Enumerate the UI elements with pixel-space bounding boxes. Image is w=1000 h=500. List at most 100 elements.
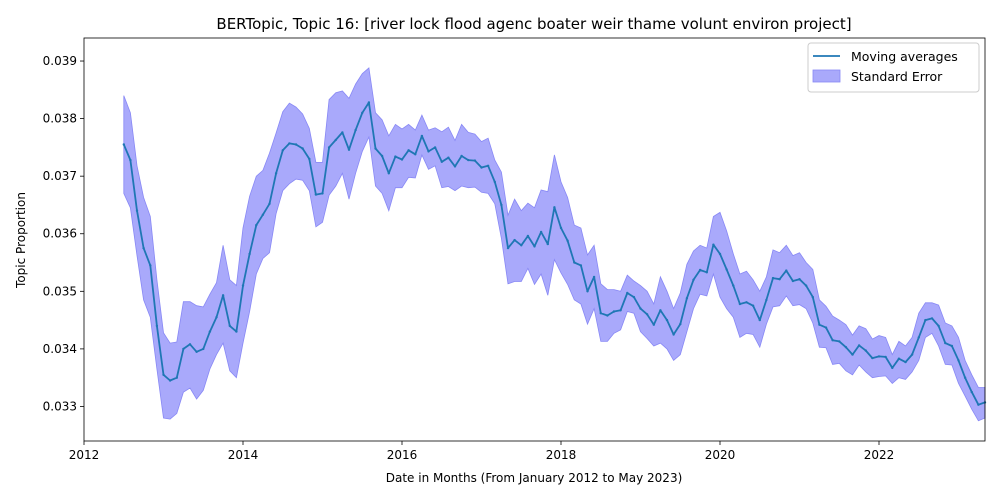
legend-band-swatch	[812, 69, 841, 83]
data-point	[818, 323, 821, 326]
data-point	[274, 172, 278, 175]
data-point	[480, 166, 483, 169]
data-point	[162, 373, 165, 376]
data-point	[944, 341, 947, 345]
data-point	[400, 158, 404, 161]
data-point	[447, 156, 450, 159]
data-point	[738, 302, 742, 306]
data-point	[182, 347, 185, 351]
data-point	[506, 246, 510, 250]
data-point	[361, 111, 364, 115]
data-point	[228, 324, 231, 328]
data-point	[864, 349, 867, 352]
data-point	[824, 326, 828, 329]
data-point	[559, 226, 563, 230]
legend-box	[807, 42, 980, 93]
data-point	[884, 355, 887, 359]
data-point	[268, 202, 271, 205]
data-point	[341, 131, 344, 134]
data-point	[857, 344, 861, 347]
data-point	[202, 347, 205, 351]
data-point	[188, 343, 192, 346]
data-point	[718, 252, 722, 256]
data-point	[566, 239, 569, 242]
standard-error-band	[123, 67, 986, 422]
data-point	[235, 330, 238, 333]
data-point	[725, 268, 728, 271]
x-tick-label: 2012	[69, 448, 100, 462]
data-point	[208, 330, 212, 333]
plot-area	[122, 67, 986, 422]
data-point	[122, 143, 126, 146]
x-axis-ticks: 2012 2014 2016 2018 2020 2022	[69, 441, 894, 462]
data-point	[155, 324, 159, 328]
data-point	[586, 290, 589, 293]
data-point	[798, 278, 801, 281]
data-point	[645, 313, 649, 316]
data-point	[553, 206, 556, 209]
data-point	[149, 264, 152, 267]
legend: Moving averages Standard Error	[807, 42, 980, 93]
data-point	[785, 269, 788, 272]
data-point	[440, 160, 443, 163]
data-point	[924, 318, 927, 322]
data-point	[500, 203, 503, 207]
data-point	[679, 322, 682, 326]
data-point	[910, 353, 914, 356]
legend-item-standard-error: Standard Error	[851, 69, 943, 84]
data-point	[308, 157, 311, 161]
data-point	[473, 159, 477, 162]
data-point	[420, 134, 424, 138]
data-point	[248, 252, 251, 256]
x-tick-label: 2020	[705, 448, 736, 462]
data-point	[599, 312, 602, 315]
x-tick-label: 2018	[546, 448, 577, 462]
data-point	[380, 154, 384, 158]
data-point	[347, 148, 351, 151]
y-tick-label: 0.036	[43, 227, 77, 241]
data-point	[546, 242, 549, 246]
data-point	[486, 164, 490, 167]
data-point	[579, 264, 583, 267]
y-axis-ticks: 0.033 0.034 0.035 0.036 0.037 0.038 0.039	[43, 54, 84, 413]
data-point	[533, 245, 536, 248]
data-point	[930, 317, 934, 320]
y-tick-label: 0.038	[43, 112, 77, 126]
data-point	[811, 295, 814, 299]
data-point	[698, 268, 702, 272]
data-point	[712, 243, 715, 246]
data-point	[771, 276, 775, 280]
data-point	[255, 223, 258, 227]
y-axis-label: Topic Proportion	[14, 192, 28, 289]
data-point	[897, 357, 901, 360]
data-point	[626, 291, 629, 295]
data-point	[963, 376, 967, 379]
data-point	[937, 324, 940, 328]
data-point	[327, 146, 331, 149]
data-point	[288, 142, 291, 145]
data-point	[334, 138, 337, 142]
data-point	[407, 149, 410, 152]
data-point	[745, 301, 748, 304]
data-point	[520, 244, 523, 247]
data-point	[427, 150, 430, 153]
data-point	[433, 146, 437, 149]
data-point	[367, 101, 371, 104]
data-points	[122, 101, 987, 406]
data-point	[129, 158, 132, 162]
data-point	[844, 346, 848, 349]
data-point	[453, 165, 457, 168]
data-point	[871, 356, 874, 360]
data-point	[606, 314, 609, 317]
data-point	[904, 360, 907, 364]
data-point	[692, 278, 695, 281]
data-point	[765, 298, 768, 302]
data-point	[394, 155, 397, 158]
data-point	[195, 350, 198, 353]
chart-title: BERTopic, Topic 16: [river lock flood ag…	[216, 15, 851, 33]
data-point	[732, 284, 735, 287]
data-point	[142, 246, 145, 250]
y-tick-label: 0.035	[43, 284, 77, 298]
x-tick-label: 2016	[387, 448, 418, 462]
